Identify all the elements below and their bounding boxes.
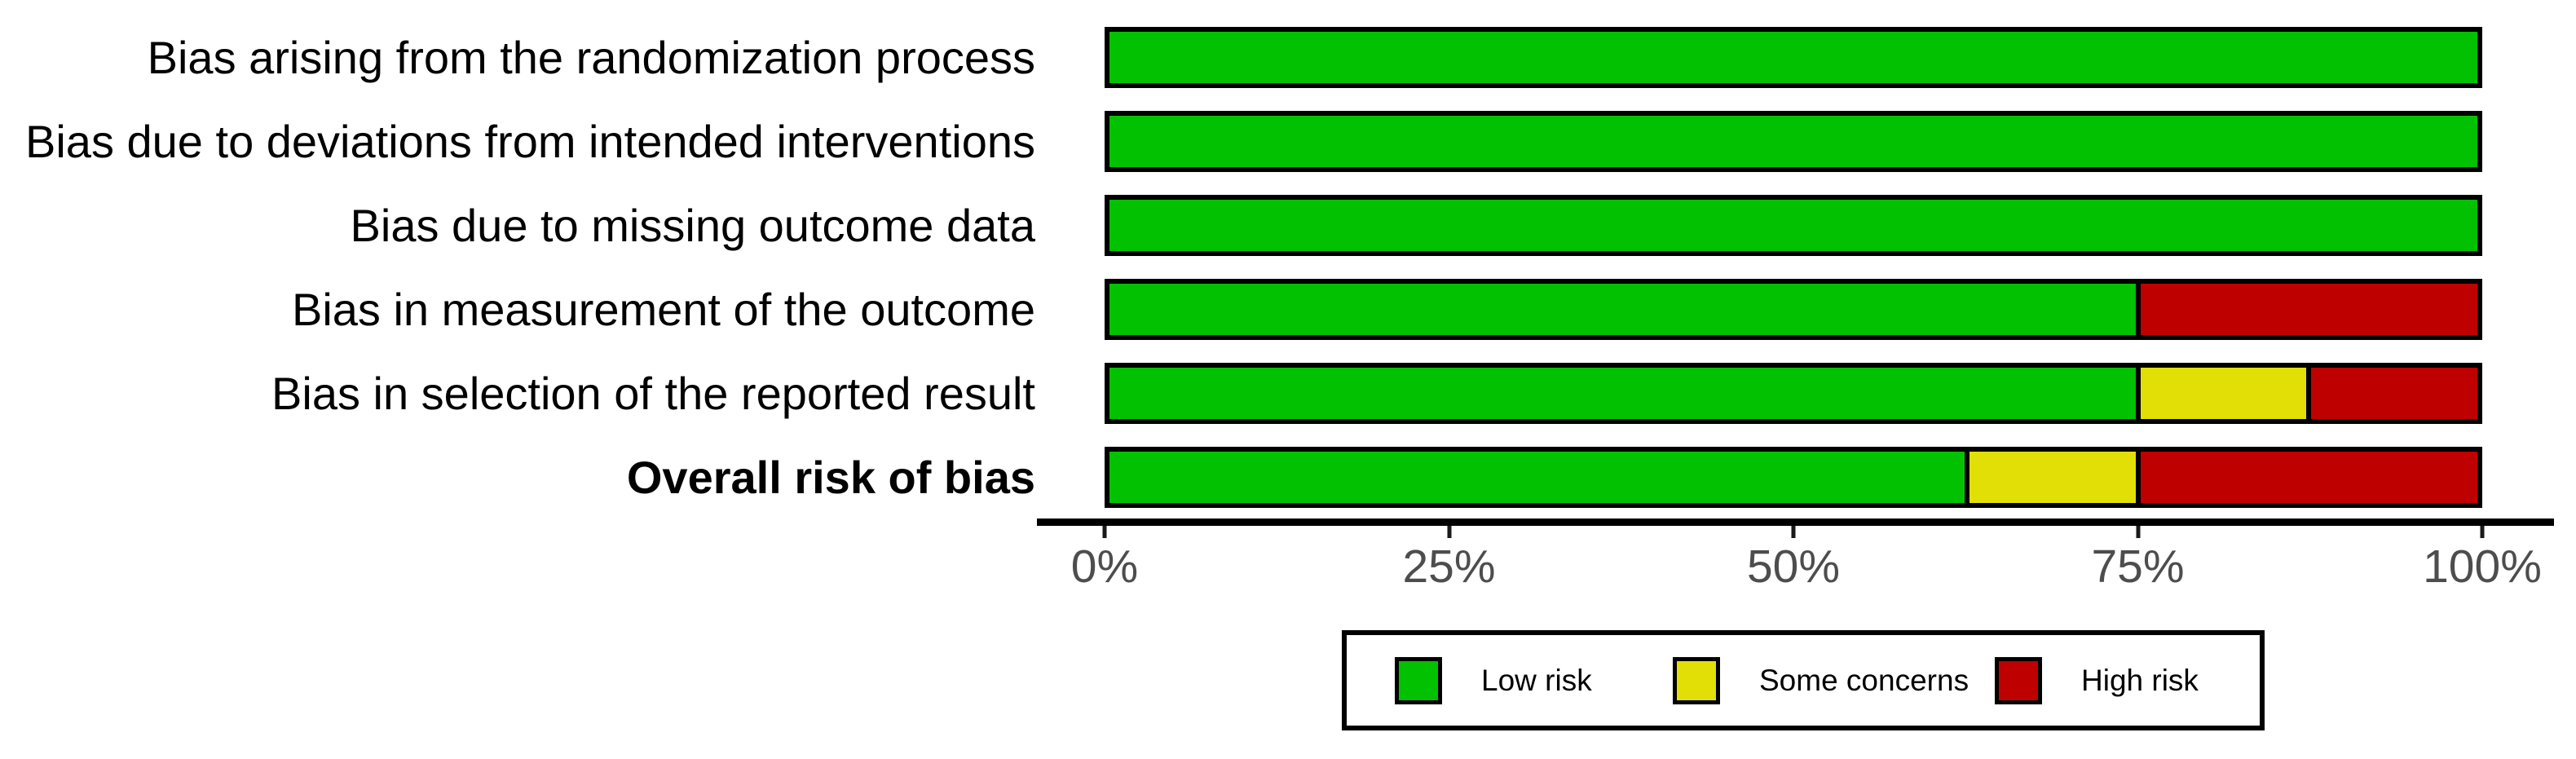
x-tick bbox=[1447, 526, 1451, 538]
x-tick bbox=[2480, 526, 2485, 538]
row-label: Bias in selection of the reported result bbox=[271, 368, 1035, 419]
bar-row: Overall risk of bias bbox=[0, 435, 2576, 519]
bar-segment-low-risk bbox=[1109, 368, 2136, 419]
bar-segment-high-risk bbox=[2306, 368, 2477, 419]
legend-item: Some concerns bbox=[1673, 635, 1969, 726]
x-tick-label: 25% bbox=[1402, 541, 1496, 593]
x-tick-label: 50% bbox=[1746, 541, 1841, 593]
x-tick-label: 100% bbox=[2423, 541, 2542, 593]
legend-item: High risk bbox=[1995, 635, 2199, 726]
stacked-bar bbox=[1105, 27, 2482, 88]
legend-key-high-risk bbox=[1995, 656, 2042, 704]
bar-segment-high-risk bbox=[2135, 284, 2477, 335]
x-tick-label: 0% bbox=[1070, 541, 1139, 593]
stacked-bar bbox=[1105, 111, 2482, 172]
bar-row: Bias in selection of the reported result bbox=[0, 351, 2576, 435]
x-tick bbox=[1102, 526, 1107, 538]
bar-segment-low-risk bbox=[1109, 284, 2136, 335]
x-axis-line bbox=[1037, 519, 2554, 526]
bar-row: Bias in measurement of the outcome bbox=[0, 267, 2576, 351]
bar-segment-low-risk bbox=[1109, 452, 1965, 503]
bar-rows-container: Bias arising from the randomization proc… bbox=[0, 15, 2576, 519]
stacked-bar bbox=[1105, 195, 2482, 256]
bar-row: Bias due to missing outcome data bbox=[0, 183, 2576, 267]
row-label: Bias in measurement of the outcome bbox=[291, 284, 1035, 335]
bar-segment-low-risk bbox=[1109, 116, 2477, 167]
bar-segment-some-concerns bbox=[1964, 452, 2136, 503]
bar-row: Bias arising from the randomization proc… bbox=[0, 15, 2576, 99]
legend-label: High risk bbox=[2081, 663, 2199, 697]
legend-label: Low risk bbox=[1481, 663, 1592, 697]
bar-segment-low-risk bbox=[1109, 200, 2477, 251]
legend-box: Low risk Some concerns High risk bbox=[1342, 630, 2265, 730]
legend-key-some-concerns bbox=[1673, 656, 1720, 704]
legend-label: Some concerns bbox=[1759, 663, 1969, 697]
x-tick bbox=[2136, 526, 2140, 538]
bar-segment-high-risk bbox=[2135, 452, 2477, 503]
stacked-bar bbox=[1105, 447, 2482, 508]
row-label: Overall risk of bias bbox=[626, 452, 1035, 503]
x-tick-label: 75% bbox=[2091, 541, 2185, 593]
stacked-bar bbox=[1105, 279, 2482, 340]
bar-segment-some-concerns bbox=[2135, 368, 2307, 419]
bar-row: Bias due to deviations from intended int… bbox=[0, 99, 2576, 183]
stacked-bar bbox=[1105, 363, 2482, 424]
legend-item: Low risk bbox=[1395, 635, 1592, 726]
bar-segment-low-risk bbox=[1109, 32, 2477, 83]
row-label: Bias arising from the randomization proc… bbox=[147, 32, 1035, 83]
x-tick bbox=[1791, 526, 1796, 538]
legend-key-low-risk bbox=[1395, 656, 1442, 704]
row-label: Bias due to deviations from intended int… bbox=[25, 116, 1035, 167]
row-label: Bias due to missing outcome data bbox=[350, 200, 1035, 251]
